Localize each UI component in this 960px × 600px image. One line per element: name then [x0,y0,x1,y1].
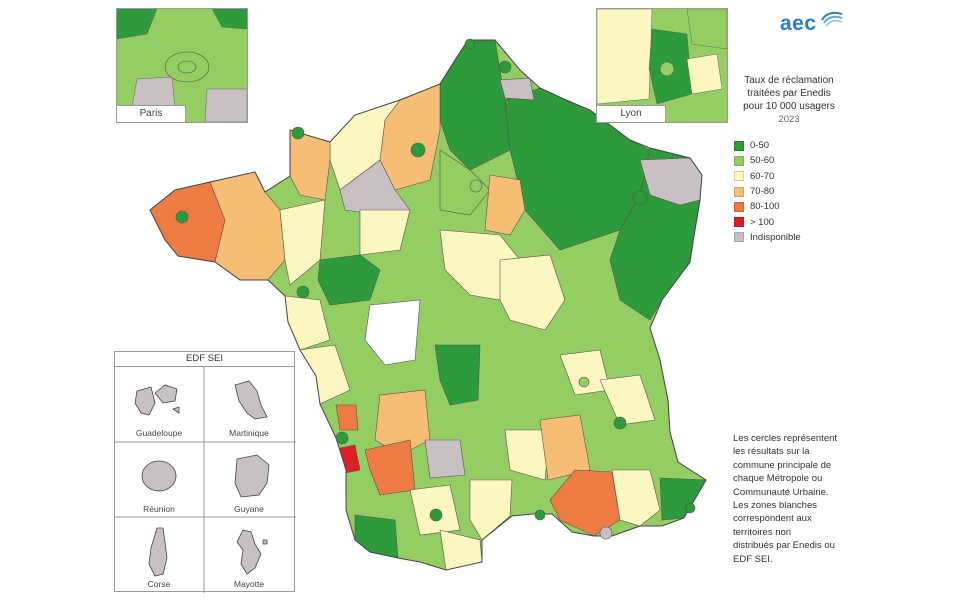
legend-item: 70-80 [734,184,801,199]
territory-reunion: Réunion [115,443,203,517]
territory-mayotte: Mayotte [205,518,293,592]
lyon-inset-map [596,8,728,122]
legend-swatch [734,140,744,151]
legend-title-line: pour 10 000 usagers [743,101,835,112]
aec-logo: aec [780,8,850,38]
corse-shape [148,527,168,577]
territory-guyane: Guyane [205,443,293,517]
legend-item: 80-100 [734,199,801,214]
note-line: Les zones blanches [733,500,817,512]
note-line: distribués par Enedis ou [733,540,835,552]
guadeloupe-shape [134,384,180,416]
legend-swatch [734,201,744,212]
legend-swatch [734,186,744,197]
legend-label: 0-50 [750,140,770,152]
guyane-shape [234,454,270,498]
territory-label: Mayotte [233,579,265,589]
note-line: commune principale de [733,459,832,471]
paris-inset-map [116,8,248,123]
note-line: Communauté Urbaine. [733,486,829,498]
territory-label: Martinique [229,428,269,438]
map-note: Les cercles représentent les résultats s… [733,432,858,566]
legend-label: > 100 [750,216,775,228]
legend-item: 50-60 [734,153,801,168]
edf-sei-grid [115,366,296,593]
martinique-shape [234,380,268,420]
legend-swatch [734,171,744,182]
aec-logo-text: aec [780,12,817,35]
legend-label: 60-70 [750,170,775,182]
lyon-inset: Lyon [596,8,728,123]
note-line: Les cercles représentent [733,433,838,444]
legend-year: 2023 [778,114,800,125]
note-line: chaque Métropole ou [733,473,823,485]
edf-sei-panel: EDF SEI Guadeloupe Martinique Réunion Gu… [114,351,296,593]
territory-label: Guadeloupe [135,428,183,438]
note-line: correspondent aux [733,513,812,525]
lyon-label: Lyon [597,105,666,122]
legend-swatch [734,217,744,228]
territory-label: Guyane [234,504,264,514]
paris-label: Paris [117,105,186,122]
mayotte-shape [236,529,268,575]
territory-corse: Corse [115,518,203,592]
note-line: territoires non [733,526,792,538]
legend-label: Indisponible [750,231,801,243]
legend-label: 80-100 [750,201,780,213]
legend-swatch [734,155,744,166]
legend-swatch [734,232,744,243]
legend-title: Taux de réclamation traitées par Enedis … [724,74,854,126]
legend-item: > 100 [734,214,801,229]
paris-inset: Paris [116,8,248,123]
territory-guadeloupe: Guadeloupe [115,367,203,441]
note-line: EDF SEI. [733,553,773,565]
legend-item: 60-70 [734,169,801,184]
note-line: les résultats sur la [733,446,810,458]
territory-label: Réunion [143,504,175,514]
legend-label: 70-80 [750,186,775,198]
reunion-shape [141,460,177,492]
territory-martinique: Martinique [205,367,293,441]
legend-title-line: Taux de réclamation [744,75,834,86]
wave-icon [821,11,843,27]
legend: 0-50 50-60 60-70 70-80 80-100 > 100 Indi… [734,138,801,245]
legend-item: 0-50 [734,138,801,153]
legend-label: 50-60 [750,155,775,167]
territory-label: Corse [147,579,171,589]
legend-item: Indisponible [734,230,801,245]
legend-title-line: traitées par Enedis [747,88,831,99]
